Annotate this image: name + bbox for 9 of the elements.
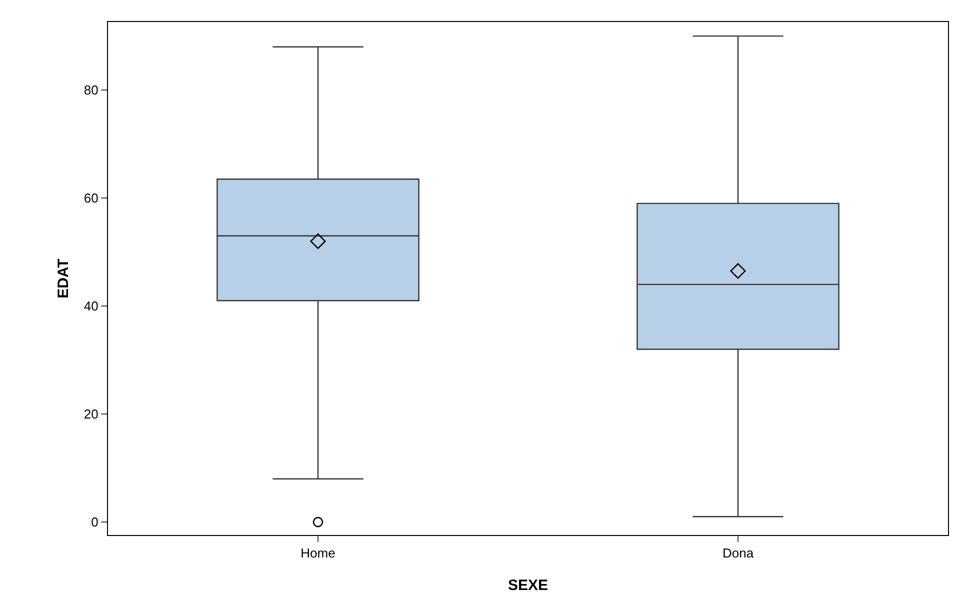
y-axis-title: EDAT	[55, 258, 72, 298]
x-axis-title: SEXE	[508, 577, 548, 594]
x-tick-label: Dona	[722, 546, 754, 561]
x-tick-label: Home	[300, 546, 336, 561]
y-tick-label: 40	[84, 298, 98, 314]
y-tick-label: 80	[84, 82, 98, 98]
y-tick-label: 0	[91, 514, 98, 530]
y-tick-label: 60	[84, 190, 98, 206]
y-tick-label: 20	[84, 406, 98, 422]
